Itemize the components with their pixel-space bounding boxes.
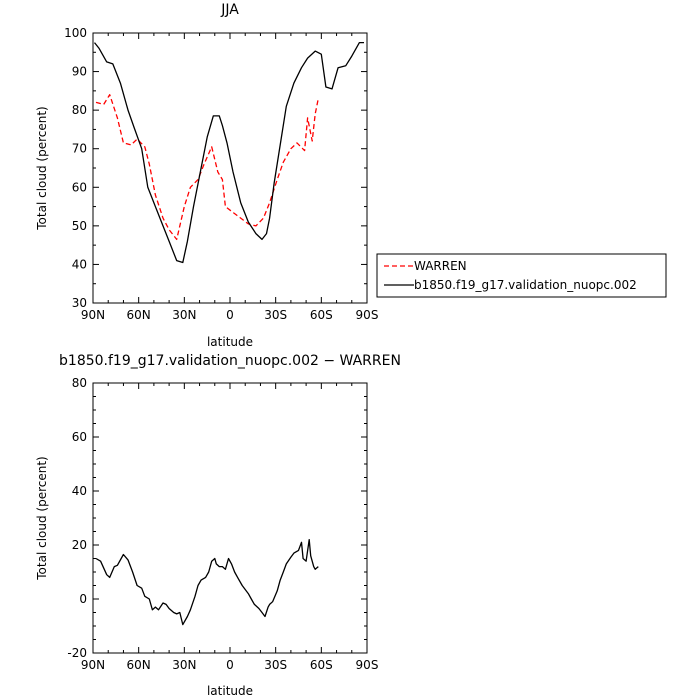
chart2-y-axis-label: Total cloud (percent) (35, 456, 49, 580)
chart1-series (93, 41, 364, 264)
x-tick-label: 0 (226, 658, 234, 672)
series-line-1 (93, 41, 364, 264)
y-tick-label: 90 (72, 65, 87, 79)
y-tick-label: 60 (72, 430, 87, 444)
chart1-y-axis-label: Total cloud (percent) (35, 106, 49, 230)
chart2-series (95, 538, 319, 626)
y-tick-label: 20 (72, 538, 87, 552)
x-tick-label: 90N (81, 308, 105, 322)
x-tick-label: 30S (264, 658, 287, 672)
chart1-frame (92, 32, 368, 304)
y-tick-label: 30 (72, 296, 87, 310)
y-tick-label: 40 (72, 257, 87, 271)
legend-label-warren: WARREN (414, 259, 467, 273)
y-tick-label: 100 (64, 26, 87, 40)
x-tick-label: 90S (356, 658, 379, 672)
x-tick-label: 90N (81, 658, 105, 672)
y-tick-label: 80 (72, 103, 87, 117)
x-tick-label: 60N (127, 308, 151, 322)
legend-box (376, 253, 667, 298)
chart1-legend: WARREN b1850.f19_g17.validation_nuopc.00… (376, 253, 667, 298)
legend-label-model: b1850.f19_g17.validation_nuopc.002 (414, 278, 637, 292)
y-tick-label: 70 (72, 142, 87, 156)
chart2-frame (92, 382, 368, 654)
chart2-ticks (92, 382, 368, 654)
y-tick-label: -20 (67, 646, 87, 660)
chart2-title: b1850.f19_g17.validation_nuopc.002 − WAR… (59, 353, 401, 369)
series-line-0 (95, 94, 319, 241)
x-tick-label: 60S (310, 308, 333, 322)
chart-difference: b1850.f19_g17.validation_nuopc.002 − WAR… (35, 353, 401, 698)
chart1-y-tick-labels: 30 40 50 60 70 80 90 100 (64, 26, 87, 310)
x-tick-label: 30S (264, 308, 287, 322)
x-tick-label: 90S (356, 308, 379, 322)
y-tick-label: 40 (72, 484, 87, 498)
chart2-y-tick-labels: -20 0 20 40 60 80 (67, 376, 87, 660)
x-tick-label: 0 (226, 308, 234, 322)
y-tick-label: 50 (72, 219, 87, 233)
chart1-title: JJA (220, 2, 239, 18)
y-tick-label: 80 (72, 376, 87, 390)
chart1-ticks (92, 32, 368, 304)
y-tick-label: 60 (72, 180, 87, 194)
x-tick-label: 30N (172, 658, 196, 672)
chart1-x-tick-labels: 90N 60N 30N 0 30S 60S 90S (81, 308, 379, 322)
series-line-0 (95, 538, 319, 626)
x-tick-label: 30N (172, 308, 196, 322)
chart2-x-tick-labels: 90N 60N 30N 0 30S 60S 90S (81, 658, 379, 672)
chart2-x-axis-label: latitude (207, 684, 253, 698)
x-tick-label: 60S (310, 658, 333, 672)
x-tick-label: 60N (127, 658, 151, 672)
y-tick-label: 0 (79, 592, 87, 606)
chart1-x-axis-label: latitude (207, 335, 253, 349)
